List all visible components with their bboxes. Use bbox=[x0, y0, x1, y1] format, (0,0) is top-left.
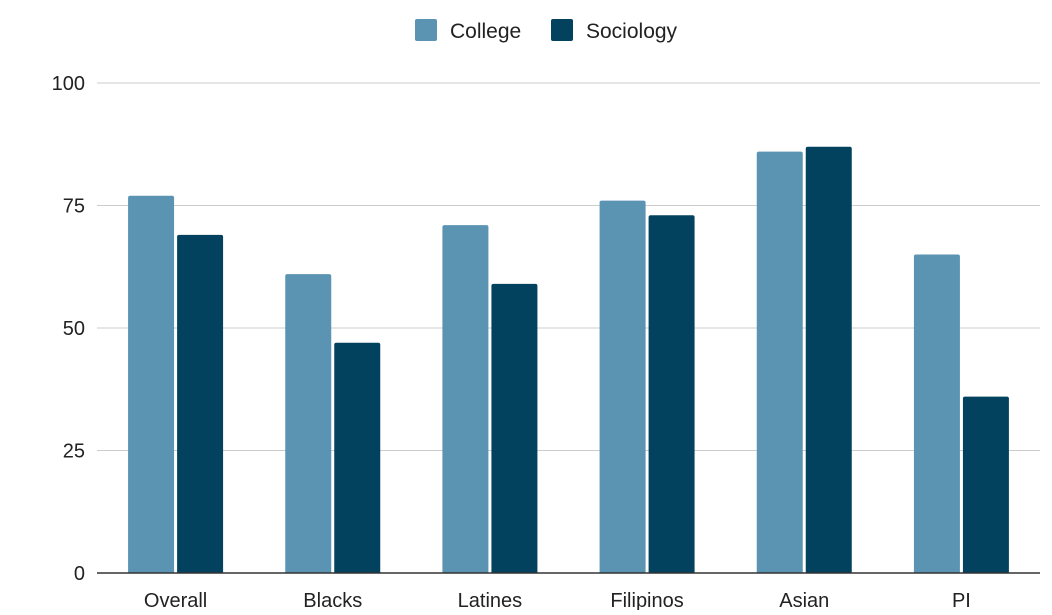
bar-sociology-asian bbox=[805, 146, 852, 573]
bar-sociology-latines bbox=[491, 283, 538, 573]
y-tick-label: 0 bbox=[74, 563, 85, 585]
bar-sociology-filipinos bbox=[648, 215, 695, 574]
bars bbox=[128, 146, 1009, 574]
y-tick-label: 50 bbox=[63, 318, 85, 340]
legend-label-college: College bbox=[450, 20, 521, 43]
x-tick-label: Asian bbox=[779, 590, 829, 610]
x-tick-label: Blacks bbox=[303, 590, 362, 610]
legend-swatch-sociology bbox=[551, 19, 573, 41]
bar-sociology-blacks bbox=[334, 342, 381, 573]
x-tick-label: PI bbox=[952, 590, 971, 610]
y-tick-label: 25 bbox=[63, 441, 85, 463]
legend-label-sociology: Sociology bbox=[586, 20, 678, 43]
grid-lines bbox=[97, 82, 1040, 451]
bar-sociology-pi bbox=[962, 396, 1009, 573]
bar-college-asian bbox=[756, 151, 803, 573]
bar-college-overall bbox=[128, 195, 175, 573]
legend-swatch-college bbox=[415, 19, 437, 41]
y-tick-label: 100 bbox=[52, 73, 85, 95]
bar-college-latines bbox=[442, 225, 489, 573]
bar-sociology-overall bbox=[177, 234, 224, 573]
bar-college-filipinos bbox=[599, 200, 646, 573]
x-tick-label: Latines bbox=[458, 590, 523, 610]
bar-college-blacks bbox=[285, 274, 332, 573]
y-tick-label: 75 bbox=[63, 196, 85, 218]
legend: College Sociology bbox=[415, 19, 678, 43]
bar-college-pi bbox=[913, 254, 960, 573]
x-tick-label: Overall bbox=[144, 590, 207, 610]
x-tick-label: Filipinos bbox=[610, 590, 683, 610]
axes: 0 25 50 75 100 Overall Blacks Latines Filipinos A… bbox=[52, 73, 1040, 612]
